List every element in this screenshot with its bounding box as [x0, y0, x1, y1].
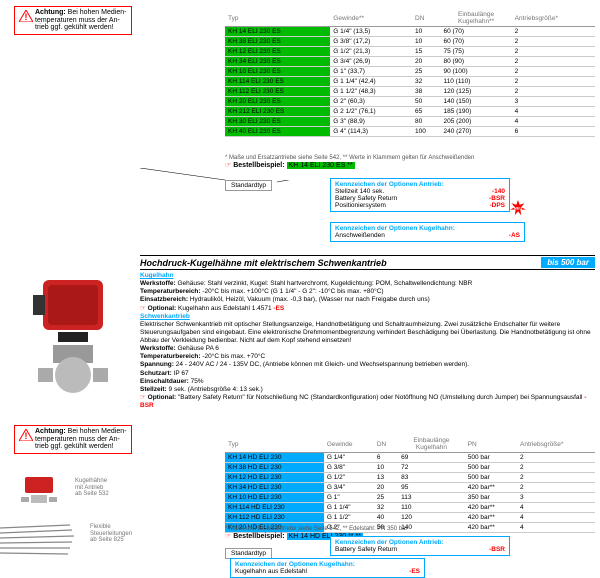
svg-text:!: ! [25, 12, 28, 22]
col-pn: PN [465, 436, 517, 453]
neu-burst-icon: NEU [510, 200, 526, 216]
table-row: KH 112 ELI 230 ESG 1 1/2" (48,3)38120 (1… [225, 87, 595, 97]
section-title: Hochdruck-Kugelhähne mit elektrischem Sc… [140, 258, 541, 268]
table-row: KH 10 HD ELI 230G 1"25113350 bar3 [225, 493, 595, 503]
table-header-row: Typ Gewinde** DN Einbaulänge Kugelhahn**… [225, 10, 595, 27]
table-row: KH 34 HD ELI 230G 3/4"2095420 bar**2 [225, 483, 595, 493]
table-row: KH 14 HD ELI 230G 1/4"669500 bar2 [225, 453, 595, 463]
warning-text: Achtung: Bei hohen Medien- temperaturen … [35, 9, 127, 32]
optbox-title: Kennzeichen der Optionen Antrieb: [335, 181, 505, 188]
col-typ: Typ [225, 436, 324, 453]
table-row: KH 212 ELI 230 ESG 2 1/2" (76,1)65185 (1… [225, 107, 595, 117]
span: Spannung: 24 - 240V AC / 24 - 135V DC, (… [140, 361, 595, 369]
option-row: Positioniersystem-DPS [335, 202, 505, 209]
pressure-badge: bis 500 bar [541, 257, 595, 268]
sub-schwenk: Schwenkantrieb [140, 313, 595, 321]
page: ! Achtung: Bei hohen Medien- temperature… [0, 0, 600, 564]
svg-text:NEU: NEU [514, 206, 523, 211]
label-flexible: Flexible Steuerleitungen ab Seite 825 [90, 524, 132, 544]
col-typ: Typ [225, 10, 330, 27]
col-antrieb: Antriebsgröße* [512, 10, 595, 27]
table1-footnote: * Maße und Ersatzantriebe siehe Seite 54… [225, 155, 474, 169]
optbox-title: Kennzeichen der Optionen Kugelhahn: [335, 225, 520, 232]
warning-icon: ! [19, 10, 33, 22]
product-image-small [15, 475, 70, 509]
option-row: Battery Safety Return-BSR [335, 195, 505, 202]
table-row: KH 30 ELI 230 ESG 3" (88,9)80205 (200)4 [225, 117, 595, 127]
stell: Stellzeit: 9 sek. (Antriebsgröße 4: 13 s… [140, 386, 595, 394]
order-value: KH 14 ELI 230 ES ** [287, 162, 355, 169]
options-kugelhahn-box-1: Kennzeichen der Optionen Kugelhahn: Ansc… [330, 222, 525, 242]
table-row: KH 114 ELI 230 ESG 1 1/4" (42,4)32110 (1… [225, 77, 595, 87]
table-row: KH 34 ELI 230 ESG 3/4" (26,9)2080 (90)2 [225, 57, 595, 67]
table-row: KH 10 ELI 230 ESG 1" (33,7)2590 (100)2 [225, 67, 595, 77]
option-row: Kugelhahn aus Edelstahl-ES [235, 568, 420, 575]
table-row: KH 14 ELI 230 ESG 1/4" (13,5)1060 (70)2 [225, 27, 595, 37]
col-gewinde: Gewinde [324, 436, 374, 453]
table-row: KH 38 ELI 230 ESG 3/8" (17,2)1060 (70)2 [225, 37, 595, 47]
col-dn: DN [374, 436, 398, 453]
table-row: KH 112 HD ELI 230G 1 1/2"40120420 bar**4 [225, 513, 595, 523]
einsch: Einschaltdauer: 75% [140, 378, 595, 386]
table-row: KH 38 HD ELI 230G 3/8"1072500 bar2 [225, 463, 595, 473]
options-antrieb-box-2: Kennzeichen der Optionen Antrieb: Batter… [330, 536, 510, 556]
temp1: Temperaturbereich: -20°C bis max. +100°C… [140, 288, 595, 296]
warning-icon: ! [19, 429, 33, 441]
cable-image [0, 520, 85, 560]
warning-text: Achtung: Bei hohen Medien- temperaturen … [35, 428, 127, 451]
table-row: KH 12 HD ELI 230G 1/2"1383500 bar2 [225, 473, 595, 483]
standardtyp-label-1: Standardtyp [225, 180, 272, 191]
table-row: KH 20 ELI 230 ESG 2" (60,3)50140 (150)3 [225, 97, 595, 107]
opt-bsr: ☞ Optional: "Battery Safety Return" für … [140, 394, 595, 410]
col-antrieb: Antriebsgröße* [517, 436, 595, 453]
product-image-actuator [18, 270, 128, 405]
warning-box-2: ! Achtung: Bei hohen Medien- temperature… [14, 425, 132, 454]
option-row: Anschweißenden-AS [335, 232, 520, 239]
opt-es: ☞ Optional: Kugelhahn aus Edelstahl 1.45… [140, 305, 595, 313]
option-row: Battery Safety Return-BSR [335, 546, 505, 553]
arrow-line [277, 180, 327, 188]
col-einbau: Einbaulänge Kugelhahn** [440, 10, 511, 27]
eins: Einsatzbereich: Hydrauliköl, Heizöl, Vak… [140, 296, 595, 304]
arrow-connector-1 [140, 168, 230, 183]
table-header-row: Typ Gewinde DN Einbaulänge Kugelhahn PN … [225, 436, 595, 453]
section-header: Hochdruck-Kugelhähne mit elektrischem Sc… [140, 255, 595, 270]
order-example-1: ☞ Bestellbeispiel: KH 14 ELI 230 ES ** [225, 161, 474, 169]
schutz: Schutzart: IP 67 [140, 370, 595, 378]
product-table-2: Typ Gewinde DN Einbaulänge Kugelhahn PN … [225, 436, 595, 533]
schwenk-text: Elektrischer Schwenkantrieb mit optische… [140, 321, 595, 345]
col-einbau: Einbaulänge Kugelhahn [398, 436, 465, 453]
table-row: KH 114 HD ELI 230G 1 1/4"32110420 bar**4 [225, 503, 595, 513]
options-antrieb-box-1: Kennzeichen der Optionen Antrieb: Stellz… [330, 178, 510, 212]
description-block: Kugelhahn Werkstoffe: Gehäuse: Stahl ver… [140, 272, 595, 410]
product-table-1: Typ Gewinde** DN Einbaulänge Kugelhahn**… [225, 10, 595, 137]
table-row: KH 12 ELI 230 ESG 1/2" (21,3)1575 (75)2 [225, 47, 595, 57]
optbox-title: Kennzeichen der Optionen Antrieb: [335, 539, 505, 546]
table-row: KH 40 ELI 230 ESG 4" (114,3)100240 (270)… [225, 127, 595, 137]
svg-text:!: ! [25, 431, 28, 441]
col-gewinde: Gewinde** [330, 10, 412, 27]
col-dn: DN [412, 10, 440, 27]
options-kugelhahn-box-2: Kennzeichen der Optionen Kugelhahn: Kuge… [230, 558, 425, 578]
optbox-title: Kennzeichen der Optionen Kugelhahn: [235, 561, 420, 568]
warning-box-1: ! Achtung: Bei hohen Medien- temperature… [14, 6, 132, 35]
option-row: Stellzeit 140 sek.-140 [335, 188, 505, 195]
temp2: Temperaturbereich: -20°C bis max. +70°C [140, 353, 595, 361]
sub-kugelhahn: Kugelhahn [140, 272, 595, 280]
label-kugelhahne: Kugelhähne mit Antrieb ab Seite 532 [75, 478, 109, 498]
